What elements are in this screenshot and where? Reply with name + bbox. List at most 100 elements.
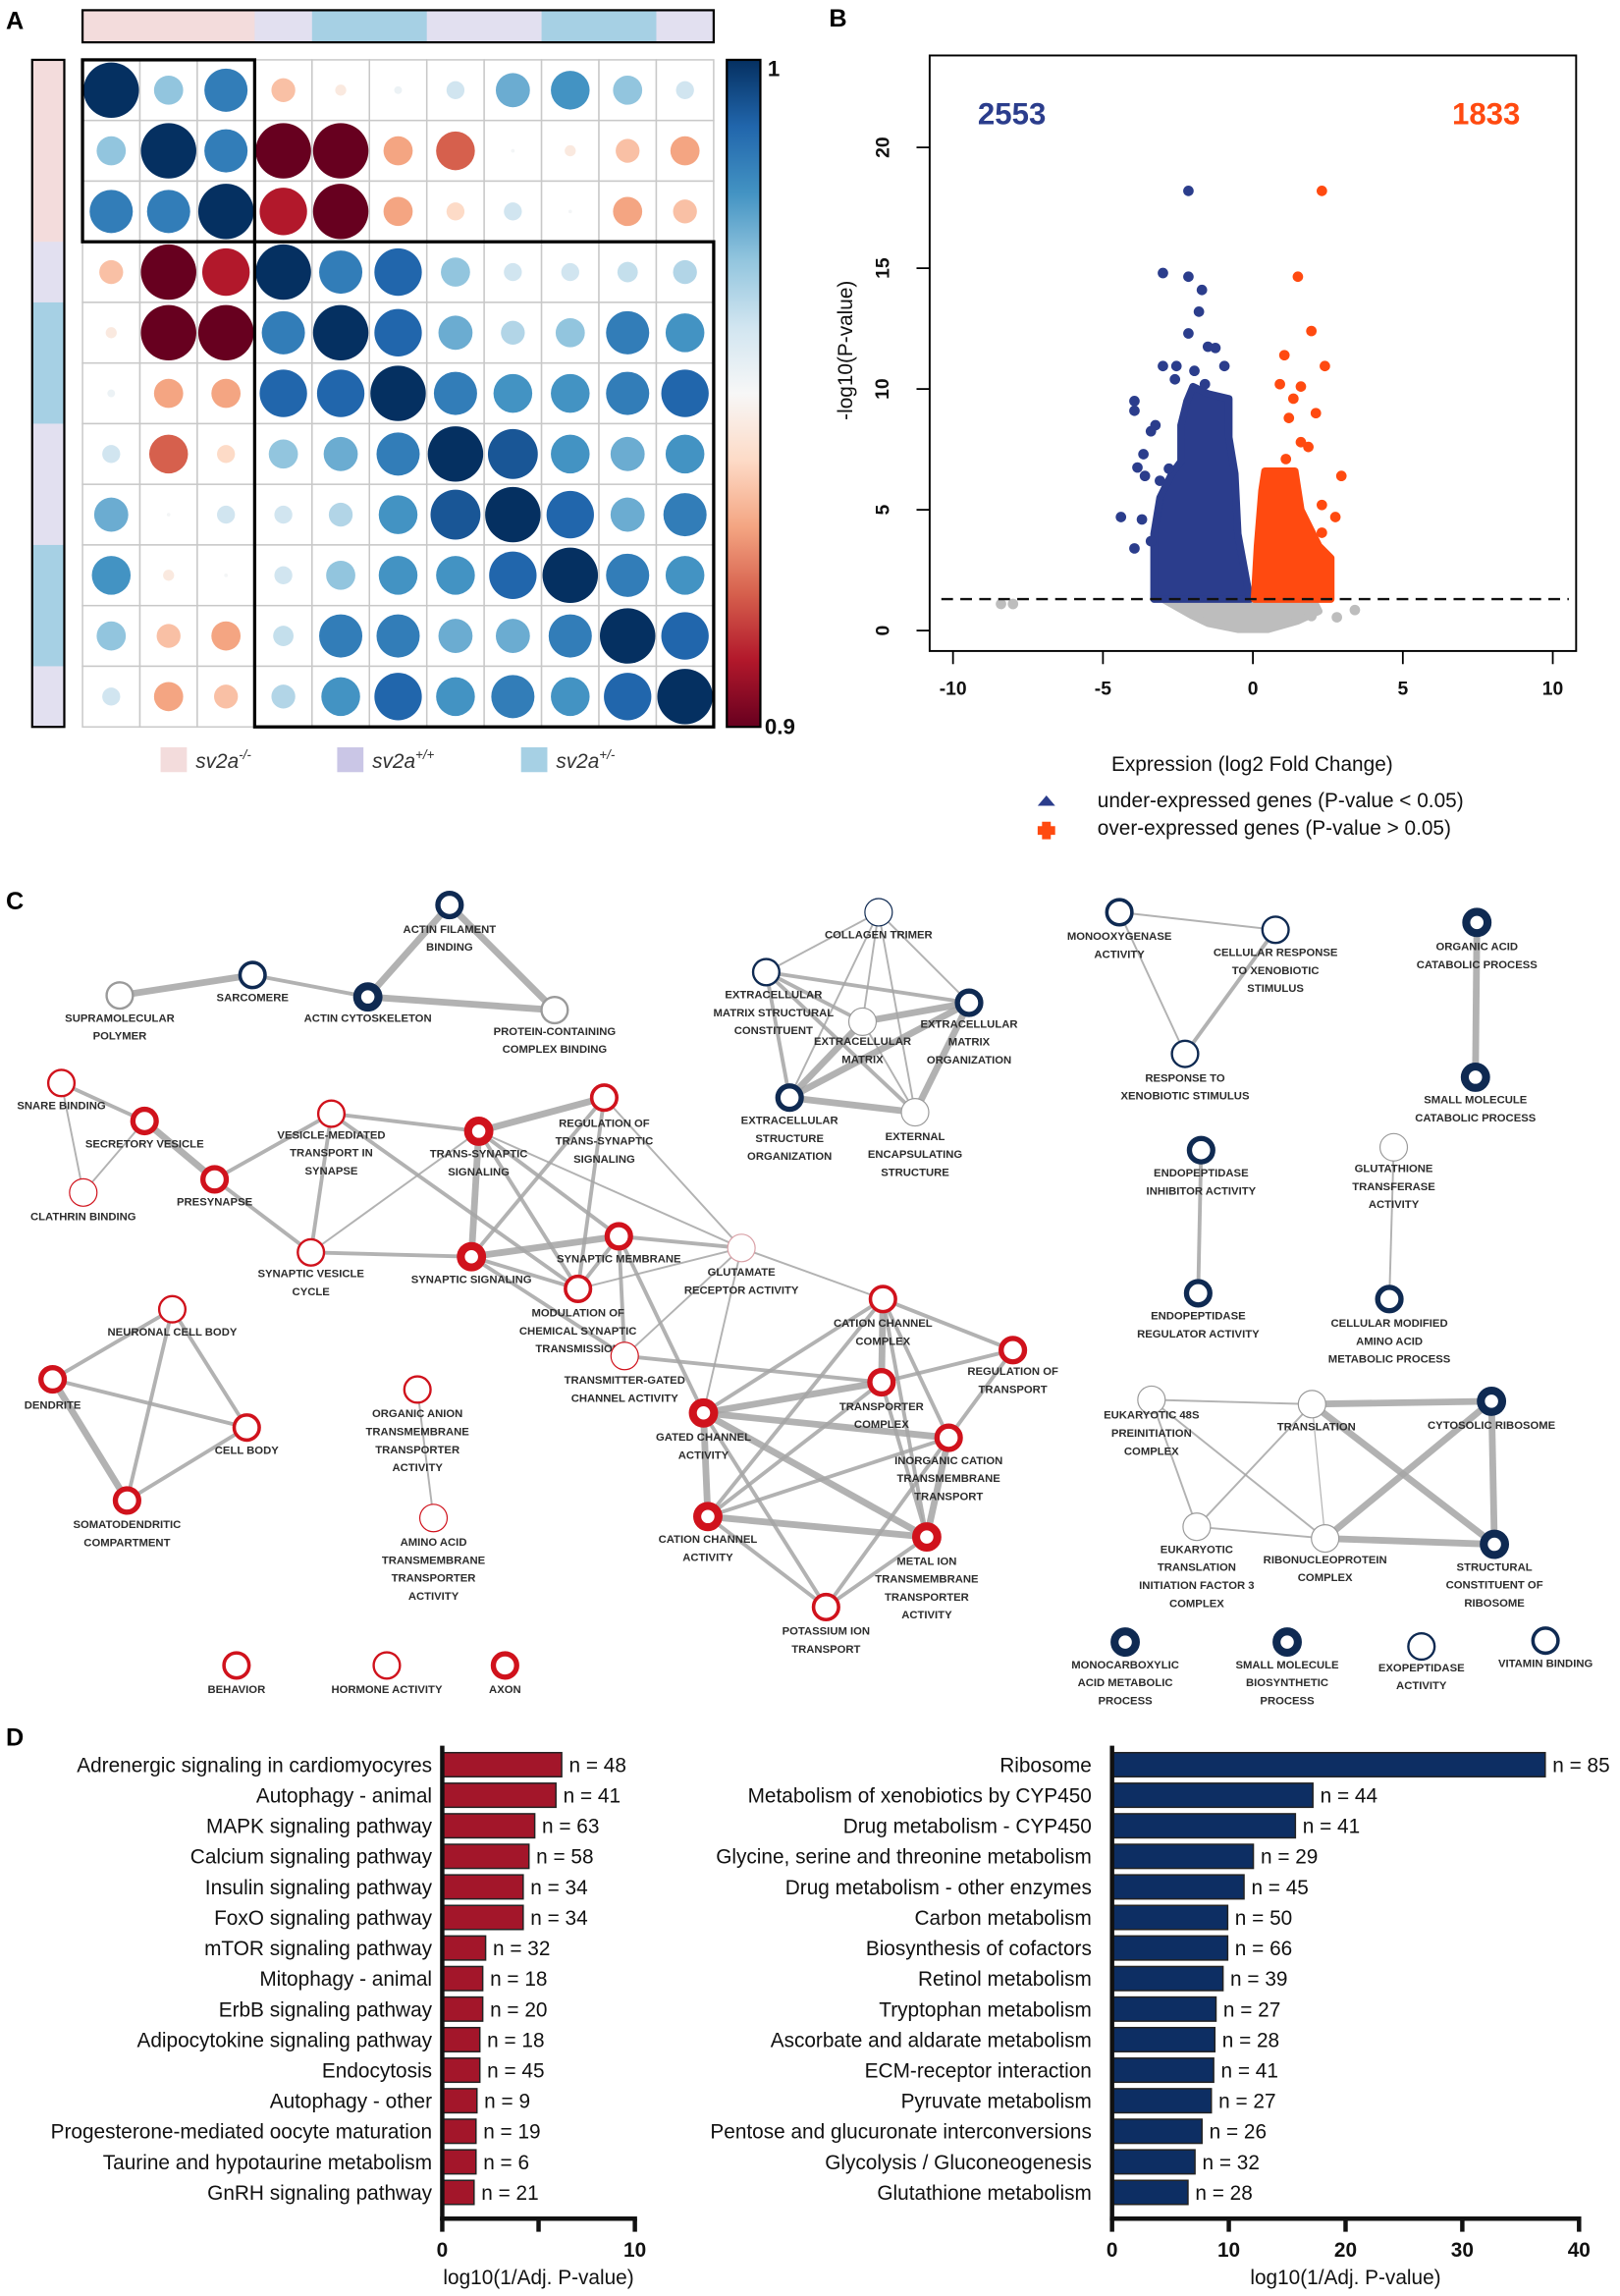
- network-node-transgated[interactable]: TRANSMITTER-GATED CHANNEL ACTIVITY: [565, 1341, 685, 1404]
- over-gene-point: [1274, 378, 1285, 390]
- network-node-protbind[interactable]: PROTEIN-CONTAINING COMPLEX BINDING: [494, 995, 617, 1056]
- network-node-inorg[interactable]: INORGANIC CATION TRANSMEMBRANE TRANSPORT: [894, 1423, 1002, 1503]
- network-node-cellresp[interactable]: CELLULAR RESPONSE TO XENOBIOTIC STIMULUS: [1214, 915, 1338, 995]
- node-ring-icon: [868, 1285, 897, 1314]
- network-node-transsyn[interactable]: TRANS-SYNAPTIC SIGNALING: [430, 1116, 528, 1178]
- network-node-respx[interactable]: RESPONSE TO XENOBIOTIC STIMULUS: [1120, 1039, 1250, 1103]
- group-bar-left-segment: [31, 484, 65, 546]
- network-node-vitb[interactable]: VITAMIN BINDING: [1498, 1626, 1593, 1670]
- bar: [441, 2118, 477, 2145]
- network-node-smbio[interactable]: SMALL MOLECULE BIOSYNTHETIC PROCESS: [1235, 1627, 1339, 1707]
- network-node-hormone[interactable]: HORMONE ACTIVITY: [331, 1651, 443, 1697]
- correlation-circle: [561, 262, 579, 282]
- correlation-circle: [153, 75, 184, 105]
- network-node-epreg[interactable]: ENDOPEPTIDASE REGULATOR ACTIVITY: [1137, 1279, 1260, 1340]
- network-node-ccact[interactable]: CATION CHANNEL ACTIVITY: [659, 1502, 758, 1563]
- network-node-potass[interactable]: POTASSIUM ION TRANSPORT: [783, 1592, 870, 1656]
- network-node-gated[interactable]: GATED CHANNEL ACTIVITY: [656, 1397, 751, 1461]
- under-gene-point: [1136, 514, 1148, 525]
- network-node-eso[interactable]: EXTRACELLULAR STRUCTURE ORGANIZATION: [741, 1083, 838, 1163]
- network-node-regtrans[interactable]: REGULATION OF TRANS-SYNAPTIC SIGNALING: [556, 1083, 654, 1166]
- network-edge: [701, 1411, 828, 1609]
- network-node-smcp[interactable]: SMALL MOLECULE CATABOLIC PROCESS: [1415, 1062, 1537, 1124]
- network-edge: [619, 1233, 742, 1250]
- network-node-amino[interactable]: AMINO ACID TRANSMEMBRANE TRANSPORTER ACTIVI…: [382, 1503, 486, 1603]
- network-node-glut[interactable]: GLUTAMATE RECEPTOR ACTIVITY: [684, 1233, 799, 1296]
- bar: [1110, 2026, 1216, 2052]
- network-node-tcomplex[interactable]: TRANSPORTER COMPLEX: [839, 1367, 924, 1431]
- network-node-synsig[interactable]: SYNAPTIC SIGNALING: [411, 1241, 532, 1286]
- node-label: CELLULAR MODIFIED AMINO ACID METABOLIC PRO…: [1328, 1318, 1451, 1366]
- network-node-metal[interactable]: METAL ION TRANSMEMBRANE TRANSPORTER ACTIVIT…: [875, 1522, 979, 1621]
- network-node-coll[interactable]: COLLAGEN TRIMER: [825, 898, 933, 942]
- node-label-line: SUPRAMOLECULAR: [65, 1012, 175, 1024]
- network-edge: [702, 1247, 743, 1413]
- network-node-presyn[interactable]: PRESYNAPSE: [177, 1165, 253, 1209]
- under-gene-point: [1129, 543, 1140, 554]
- network-node-eif3[interactable]: EUKARYOTIC TRANSLATION INITIATION FACTOR 3…: [1139, 1512, 1255, 1611]
- correlation-circle: [673, 259, 697, 285]
- network-node-strib[interactable]: STRUCTURAL CONSTITUENT OF RIBOSOME: [1446, 1529, 1543, 1610]
- network-node-cytrib[interactable]: CYTOSOLIC RIBOSOME: [1428, 1386, 1556, 1432]
- network-node-regtransport[interactable]: REGULATION OF TRANSPORT: [967, 1336, 1058, 1395]
- network-node-actcyto[interactable]: ACTIN CYTOSKELETON: [304, 982, 432, 1024]
- network-edge: [617, 1235, 706, 1414]
- network-node-ncb[interactable]: NEURONAL CELL BODY: [108, 1294, 238, 1339]
- bar-count-label: n = 26: [1210, 2121, 1267, 2144]
- network-node-rnp[interactable]: RIBONUCLEOPROTEIN COMPLEX: [1264, 1524, 1387, 1585]
- network-node-oacp[interactable]: ORGANIC ACID CATABOLIC PROCESS: [1417, 907, 1539, 971]
- over-gene-point: [1278, 350, 1290, 361]
- network-edge: [470, 1254, 579, 1291]
- network-node-snare[interactable]: SNARE BINDING: [17, 1068, 106, 1113]
- network-node-sarc[interactable]: SARCOMERE: [217, 960, 290, 1005]
- network-node-gst[interactable]: GLUTATHIONE TRANSFERASE ACTIVITY: [1352, 1132, 1435, 1211]
- cluster-box: [81, 58, 257, 244]
- node-ring-icon: [1272, 1627, 1302, 1658]
- network-edge: [787, 1000, 971, 1101]
- node-label-line: STRUCTURE: [881, 1167, 949, 1178]
- network-node-ecmsc[interactable]: EXTRACELLULAR MATRIX STRUCTURAL CONSTITUEN…: [714, 957, 835, 1038]
- network-node-epinh[interactable]: ENDOPEPTIDASE INHIBITOR ACTIVITY: [1147, 1135, 1257, 1197]
- bar-count-label: n = 39: [1230, 1968, 1287, 1991]
- under-gene-point: [1138, 449, 1149, 460]
- network-node-transl[interactable]: TRANSLATION: [1277, 1390, 1356, 1434]
- network-node-somato[interactable]: SOMATODENDRITIC COMPARTMENT: [73, 1486, 181, 1549]
- network-node-clath[interactable]: CLATHRIN BINDING: [30, 1177, 136, 1224]
- network-node-supra[interactable]: SUPRAMOLECULAR POLYMER: [65, 981, 175, 1043]
- network-node-secves[interactable]: SECRETORY VESICLE: [85, 1106, 204, 1151]
- node-label: CATION CHANNEL COMPLEX: [834, 1318, 933, 1347]
- node-label-line: RESPONSE TO: [1145, 1072, 1225, 1084]
- network-edge: [1196, 1403, 1314, 1528]
- node-ring-icon: [1261, 915, 1290, 945]
- x-tick-label: 0: [437, 2239, 449, 2262]
- correlation-circle: [319, 250, 363, 295]
- category-label: Progesterone-mediated oocyte maturation: [51, 2121, 432, 2144]
- network-node-axon[interactable]: AXON: [489, 1651, 521, 1696]
- network-node-cmaa[interactable]: CELLULAR MODIFIED AMINO ACID METABOLIC PRO…: [1328, 1285, 1451, 1366]
- network-node-monocarb[interactable]: MONOCARBOXYLIC ACID METABOLIC PROCESS: [1071, 1627, 1179, 1707]
- network-node-organion[interactable]: ORGANIC ANION TRANSMEMBRANE TRANSPORTER ACT…: [366, 1375, 470, 1474]
- network-node-exop[interactable]: EXOPEPTIDASE ACTIVITY: [1378, 1632, 1465, 1692]
- network-node-svc[interactable]: SYNAPTIC VESICLE CYCLE: [257, 1237, 364, 1298]
- network-node-dend[interactable]: DENDRITE: [25, 1365, 81, 1412]
- network-node-ecm[interactable]: EXTRACELLULAR MATRIX: [814, 1007, 911, 1066]
- node-label: AMINO ACID TRANSMEMBRANE TRANSPORTER ACTIVI…: [382, 1537, 486, 1603]
- node-label-line: ACTIVITY: [682, 1552, 733, 1563]
- network-node-behav[interactable]: BEHAVIOR: [208, 1651, 266, 1696]
- correlation-circle: [374, 673, 422, 721]
- network-node-synmem[interactable]: SYNAPTIC MEMBRANE: [557, 1222, 681, 1266]
- network-node-mono[interactable]: MONOOXYGENASE ACTIVITY: [1067, 898, 1172, 960]
- network-node-modul[interactable]: MODULATION OF CHEMICAL SYNAPTIC TRANSMISSI…: [519, 1274, 637, 1356]
- network-node-ccc[interactable]: CATION CHANNEL COMPLEX: [834, 1285, 933, 1347]
- network-node-ecmorg[interactable]: EXTRACELLULAR MATRIX ORGANIZATION: [920, 988, 1018, 1066]
- network-node-afb[interactable]: ACTIN FILAMENT BINDING: [404, 890, 497, 954]
- network-node-vesmed[interactable]: VESICLE-MEDIATED TRANSPORT IN SYNAPSE: [277, 1099, 386, 1177]
- correlation-circle: [96, 621, 127, 651]
- network-node-cellbody[interactable]: CELL BODY: [215, 1413, 279, 1457]
- bar: [1110, 2118, 1203, 2145]
- node-ring-icon: [457, 1241, 487, 1272]
- network-node-eeo[interactable]: EXTERNAL ENCAPSULATING STRUCTURE: [868, 1098, 963, 1179]
- network-node-euk48[interactable]: EUKARYOTIC 48S PREINITIATION COMPLEX: [1104, 1385, 1200, 1457]
- node-ring-icon: [130, 1106, 159, 1136]
- network-edge: [477, 1094, 606, 1135]
